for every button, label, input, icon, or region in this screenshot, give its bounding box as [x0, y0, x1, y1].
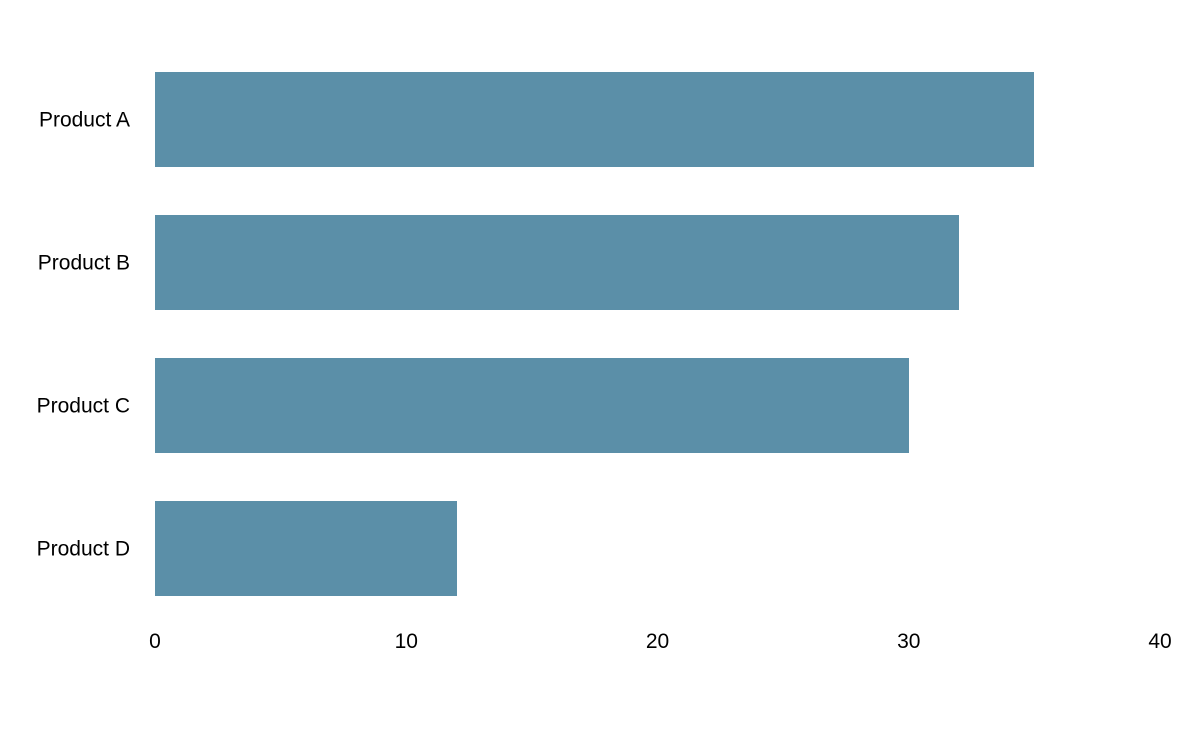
plot-area: [155, 50, 1160, 610]
bar-product-c: [155, 358, 909, 453]
bar-product-d: [155, 501, 457, 596]
chart-container: Product A Product B Product C Product D …: [0, 0, 1200, 742]
x-label: 20: [646, 630, 669, 654]
y-label: Product C: [0, 396, 130, 417]
x-axis-labels: 0 10 20 30 40: [155, 630, 1160, 670]
y-label: Product A: [0, 110, 130, 131]
y-label: Product D: [0, 539, 130, 560]
bar-product-a: [155, 72, 1034, 167]
x-label: 30: [897, 630, 920, 654]
y-label: Product B: [0, 253, 130, 274]
bar-product-b: [155, 215, 959, 310]
x-label: 10: [395, 630, 418, 654]
x-label: 0: [149, 630, 161, 654]
y-axis-labels: Product A Product B Product C Product D: [0, 50, 140, 610]
x-label: 40: [1148, 630, 1171, 654]
